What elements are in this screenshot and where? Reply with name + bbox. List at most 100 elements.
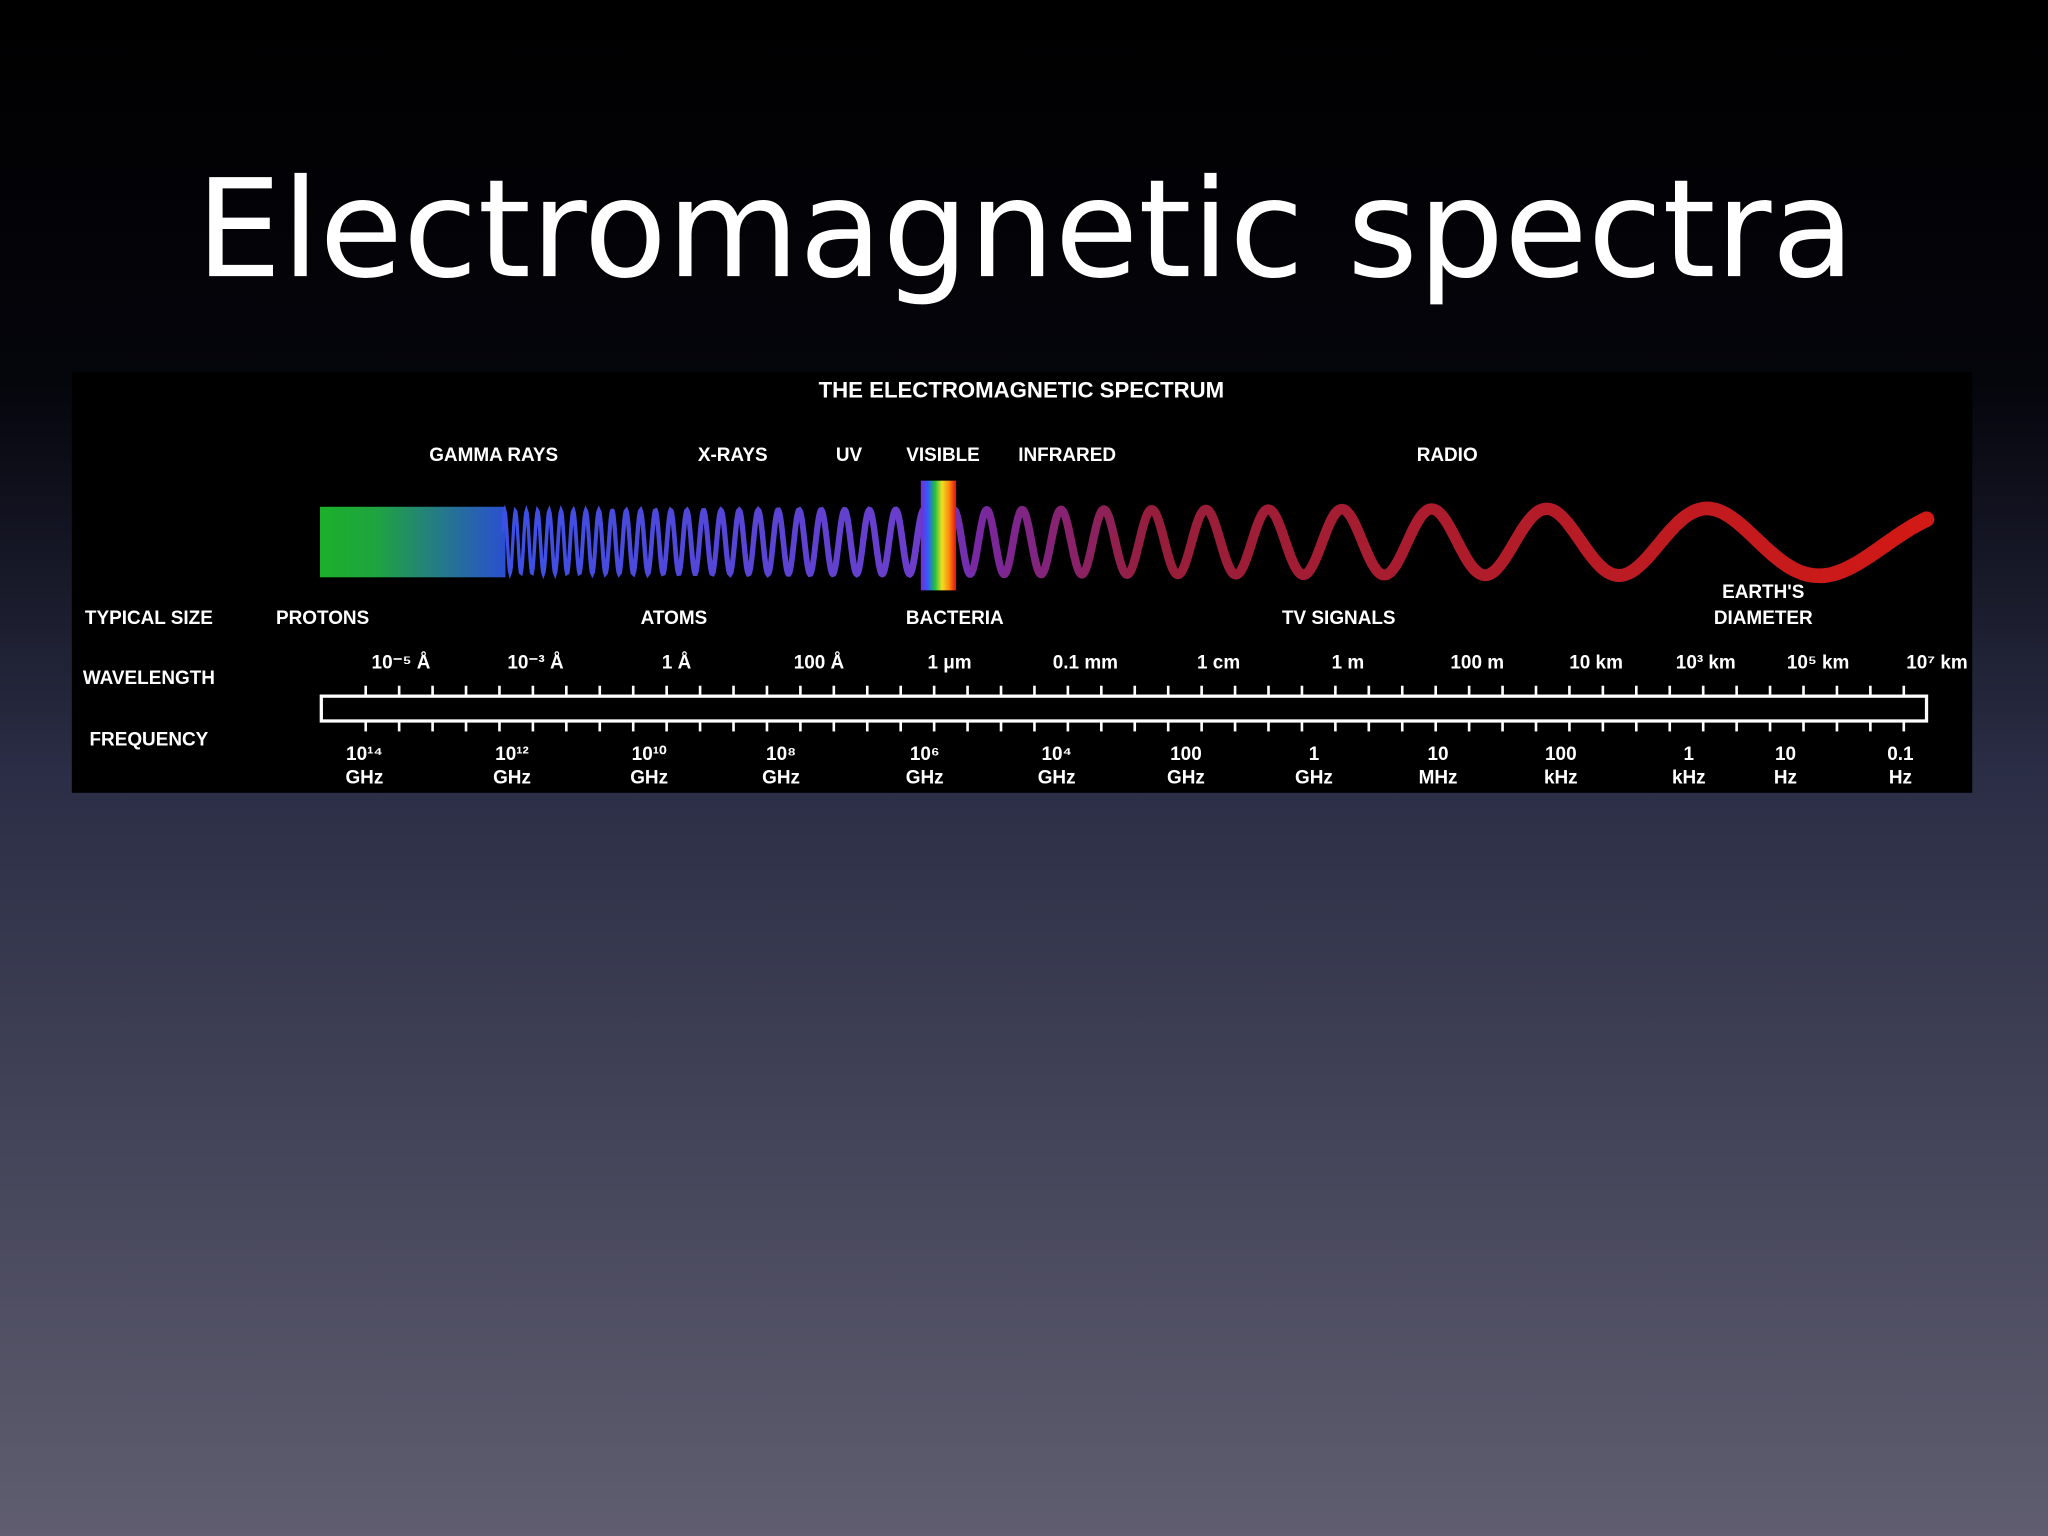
size-label: PROTONS bbox=[276, 608, 369, 629]
frequency-label: GHz bbox=[1038, 767, 1076, 788]
wave-segment bbox=[1031, 535, 1056, 579]
wave-segment bbox=[688, 508, 710, 576]
size-label: TV SIGNALS bbox=[1282, 608, 1396, 629]
wave-segment bbox=[1312, 510, 1339, 559]
band-label: VISIBLE bbox=[906, 445, 980, 466]
wave-segment bbox=[594, 505, 615, 578]
wavelength-label: 100 Å bbox=[794, 653, 845, 674]
wave-segment bbox=[626, 505, 647, 578]
band-label: X-RAYS bbox=[698, 445, 768, 466]
wave-segment bbox=[1234, 526, 1261, 578]
frequency-label: 100 bbox=[1545, 744, 1577, 765]
wave-segment bbox=[1343, 508, 1371, 553]
wavelength-label: 10⁷ km bbox=[1906, 653, 1967, 674]
diagram-panel bbox=[71, 372, 1973, 793]
wavelength-label: 10⁵ km bbox=[1787, 653, 1850, 674]
wave-segment bbox=[641, 507, 662, 579]
wave-segment bbox=[610, 506, 631, 578]
frequency-label: Hz bbox=[1774, 767, 1797, 788]
wave-segment bbox=[735, 506, 757, 578]
frequency-label: 10¹⁴ bbox=[346, 744, 383, 765]
frequency-label: 1 bbox=[1684, 744, 1695, 765]
wave-segment bbox=[1297, 548, 1323, 580]
wave-segment bbox=[828, 506, 851, 578]
frequency-label: GHz bbox=[1295, 767, 1333, 788]
row-label: WAVELENGTH bbox=[83, 668, 215, 689]
frequency-label: 10¹⁰ bbox=[632, 744, 667, 765]
wavelength-label: 10 km bbox=[1569, 653, 1623, 674]
size-label: EARTH'S bbox=[1722, 582, 1804, 603]
frequency-label: kHz bbox=[1672, 767, 1706, 788]
wavelength-label: 1 m bbox=[1332, 653, 1365, 674]
size-label: ATOMS bbox=[641, 608, 708, 629]
frequency-label: 10⁶ bbox=[910, 744, 940, 765]
frequency-label: 10 bbox=[1775, 744, 1796, 765]
band-label: INFRARED bbox=[1018, 445, 1116, 466]
frequency-label: GHz bbox=[762, 767, 800, 788]
wavelength-label: 1 cm bbox=[1197, 653, 1240, 674]
row-label: FREQUENCY bbox=[89, 730, 208, 751]
wave-segment bbox=[1125, 514, 1150, 577]
frequency-label: 10⁴ bbox=[1041, 744, 1071, 765]
wave-segment bbox=[875, 507, 898, 578]
visible-band bbox=[920, 480, 957, 591]
wavelength-label: 10⁻⁵ Å bbox=[372, 653, 431, 674]
wave-segment bbox=[813, 506, 835, 577]
wave-segment bbox=[657, 506, 678, 577]
band-label: RADIO bbox=[1417, 445, 1478, 466]
frequency-label: GHz bbox=[630, 767, 668, 788]
frequency-label: 10⁸ bbox=[766, 744, 796, 765]
wavelength-label: 10⁻³ Å bbox=[507, 653, 564, 674]
band-label: GAMMA RAYS bbox=[429, 445, 558, 466]
frequency-label: GHz bbox=[906, 767, 944, 788]
wave-segment bbox=[532, 505, 552, 580]
wave-segment bbox=[1265, 505, 1292, 551]
wave-segment bbox=[501, 504, 521, 580]
wavelength-label: 0.1 mm bbox=[1053, 653, 1118, 674]
wave-segment bbox=[516, 505, 536, 577]
frequency-label: 10¹² bbox=[495, 744, 529, 765]
wave-segment bbox=[1016, 505, 1040, 567]
size-label: DIAMETER bbox=[1714, 608, 1813, 629]
wave-segment bbox=[672, 506, 694, 577]
wave-segment bbox=[797, 510, 820, 578]
wave-segment bbox=[844, 516, 867, 578]
frequency-label: 10 bbox=[1428, 744, 1449, 765]
wave-segment bbox=[579, 505, 599, 579]
frequency-label: MHz bbox=[1419, 767, 1458, 788]
frequency-label: GHz bbox=[493, 767, 531, 788]
diagram-title: THE ELECTROMAGNETIC SPECTRUM bbox=[819, 378, 1225, 403]
frequency-label: GHz bbox=[1167, 767, 1205, 788]
wave-segment bbox=[563, 505, 584, 577]
scale-ticks bbox=[364, 685, 1906, 732]
wave-segment bbox=[1390, 526, 1418, 571]
frequency-label: kHz bbox=[1544, 767, 1578, 788]
gamma-block bbox=[320, 506, 506, 578]
wave-segment bbox=[1000, 508, 1024, 579]
frequency-label: Hz bbox=[1889, 767, 1912, 788]
slide-title: Electromagnetic spectra bbox=[196, 151, 1855, 309]
wave bbox=[501, 501, 1935, 584]
wave-segment bbox=[1094, 505, 1119, 542]
wavelength-label: 10³ km bbox=[1676, 653, 1736, 674]
row-label: TYPICAL SIZE bbox=[85, 608, 213, 629]
frequency-label: 100 bbox=[1170, 744, 1202, 765]
wave-segment bbox=[1047, 505, 1072, 544]
wave-segment bbox=[953, 512, 977, 578]
wave-segment bbox=[1172, 534, 1198, 580]
wave-segment bbox=[1203, 505, 1229, 558]
band-label: UV bbox=[836, 445, 863, 466]
wave-segment bbox=[1078, 514, 1103, 579]
wave-segment bbox=[766, 507, 788, 575]
wavelength-label: 1 Å bbox=[662, 653, 692, 674]
wave-segment bbox=[1905, 511, 1935, 534]
frequency-label: GHz bbox=[345, 767, 383, 788]
frequency-label: 0.1 bbox=[1887, 744, 1913, 765]
wave-segment bbox=[704, 506, 725, 577]
wavelength-label: 1 μm bbox=[927, 653, 971, 674]
wavelength-label: 100 m bbox=[1450, 653, 1504, 674]
labels: GAMMA RAYS X-RAYS UV VISIBLE INFRARED RADIO TY… bbox=[83, 445, 1968, 789]
wave-segment bbox=[719, 510, 741, 578]
